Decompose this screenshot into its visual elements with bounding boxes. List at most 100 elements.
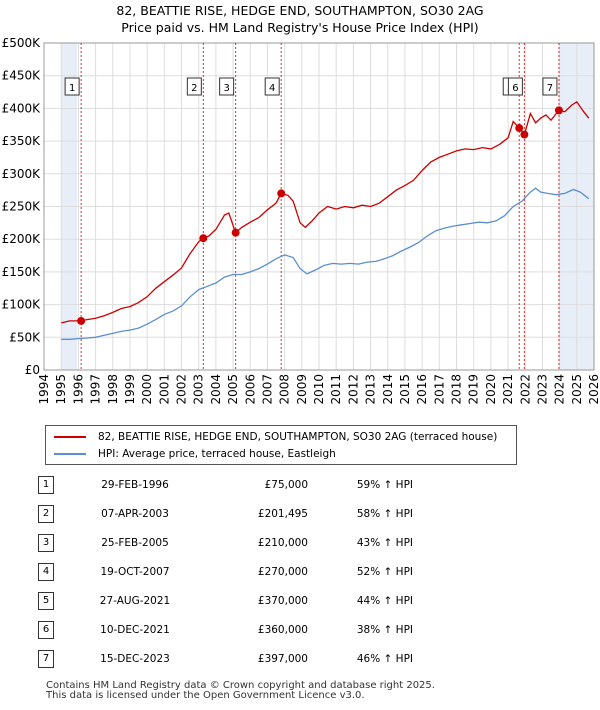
sale-price-cell: £75,000 — [190, 470, 308, 499]
x-tick-label: 2023 — [535, 374, 549, 405]
x-tick-label: 2013 — [364, 374, 378, 405]
table-row: 7 15-DEC-2023 £397,000 46% ↑ HPI — [38, 644, 413, 673]
sale-date: 07-APR-2003 — [101, 507, 169, 520]
x-tick-label: 2010 — [312, 374, 326, 405]
sale-price-cell: £370,000 — [190, 586, 308, 615]
x-tick-label: 2017 — [432, 374, 446, 405]
sale-price-cell: £360,000 — [190, 615, 308, 644]
hpi-change: 52% ↑ HPI — [356, 565, 413, 578]
sale-label-box-2 — [186, 77, 202, 96]
legend-swatch-property — [54, 436, 86, 438]
sale-label-box-1 — [64, 77, 80, 96]
sale-label-4: 4 — [269, 83, 275, 94]
hpi-change-cell: 43% ↑ HPI — [308, 528, 413, 557]
hpi-change-cell: 52% ↑ HPI — [308, 557, 413, 586]
x-tick-label: 1995 — [54, 374, 68, 405]
y-tick-label: £300K — [2, 167, 42, 181]
footer: Contains HM Land Registry data © Crown c… — [46, 681, 435, 701]
x-tick-label: 2022 — [518, 374, 532, 405]
row-number-badge: 4 — [38, 562, 54, 581]
sale-label-box-4 — [264, 77, 280, 96]
x-tick-label: 2018 — [450, 374, 464, 405]
x-tick-label: 2024 — [553, 374, 567, 405]
row-number-badge: 6 — [38, 620, 54, 639]
row-number-badge: 1 — [38, 475, 54, 494]
y-tick-label: £450K — [2, 69, 42, 83]
sale-point-4 — [277, 189, 286, 198]
sale-date-cell: 07-APR-2003 — [80, 499, 190, 528]
hpi-change-cell: 58% ↑ HPI — [308, 499, 413, 528]
sale-point-6 — [520, 130, 529, 139]
y-tick-label: £0 — [25, 363, 40, 377]
chart-title-line2: Price paid vs. HM Land Registry's House … — [121, 20, 479, 35]
sale-price-cell: £201,495 — [190, 499, 308, 528]
sale-point-5 — [515, 124, 524, 133]
table-row: 2 07-APR-2003 £201,495 58% ↑ HPI — [38, 499, 413, 528]
row-number-badge-cell: 2 — [38, 499, 80, 528]
table-row: 4 19-OCT-2007 £270,000 52% ↑ HPI — [38, 557, 413, 586]
x-tick-label: 2000 — [140, 374, 154, 405]
sale-label-box-6 — [507, 77, 523, 96]
sales-table: 1 29-FEB-1996 £75,000 59% ↑ HPI 2 07-APR-2003… — [38, 470, 413, 673]
hpi-change: 46% ↑ HPI — [356, 652, 413, 665]
plot-border — [43, 42, 595, 371]
row-number-badge-cell: 7 — [38, 644, 80, 673]
sale-price-cell: £397,000 — [190, 644, 308, 673]
x-tick-label: 2006 — [243, 374, 257, 405]
hpi-change: 58% ↑ HPI — [356, 507, 413, 520]
sale-date-cell: 15-DEC-2023 — [80, 644, 190, 673]
price-chart: £0 £50K £100K £150K £200K £250K £300K £350K £400… — [2, 36, 600, 405]
x-tick-label: 2016 — [415, 374, 429, 405]
x-tick-label: 2021 — [501, 374, 515, 405]
x-tick-label: 2002 — [175, 374, 189, 405]
row-number-badge-cell: 5 — [38, 586, 80, 615]
sale-date-cell: 27-AUG-2021 — [80, 586, 190, 615]
sale-label-1: 1 — [69, 83, 75, 94]
x-tick-label: 2008 — [278, 374, 292, 405]
x-tick-label: 2011 — [329, 374, 343, 405]
sale-date: 10-DEC-2021 — [100, 623, 170, 636]
row-number-badge-cell: 4 — [38, 557, 80, 586]
x-tick-label: 2025 — [570, 374, 584, 405]
sale-price: £201,495 — [257, 507, 308, 520]
footer-line2: This data is licensed under the Open Gov… — [46, 690, 365, 701]
sale-date: 25-FEB-2005 — [101, 536, 169, 549]
y-tick-label: £200K — [2, 232, 42, 246]
x-tick-label: 2001 — [157, 374, 171, 405]
x-tick-label: 1999 — [123, 374, 137, 405]
sale-price-cell: £210,000 — [190, 528, 308, 557]
x-tick-label: 2019 — [467, 374, 481, 405]
sale-price: £360,000 — [257, 623, 308, 636]
legend-item-property: 82, BEATTIE RISE, HEDGE END, SOUTHAMPTON… — [54, 429, 497, 445]
y-tick-label: £500K — [2, 36, 42, 50]
table-row: 1 29-FEB-1996 £75,000 59% ↑ HPI — [38, 470, 413, 499]
y-tick-label: £150K — [2, 265, 42, 279]
y-tick-label: £50K — [9, 330, 41, 344]
x-tick-label: 2020 — [484, 374, 498, 405]
legend-label-property: 82, BEATTIE RISE, HEDGE END, SOUTHAMPTON… — [98, 431, 498, 443]
row-number-badge-cell: 3 — [38, 528, 80, 557]
hpi-line — [61, 187, 590, 340]
sale-price: £210,000 — [257, 536, 308, 549]
chart-title-line1: 82, BEATTIE RISE, HEDGE END, SOUTHAMPTON… — [116, 3, 484, 18]
sale-date: 27-AUG-2021 — [99, 594, 171, 607]
sale-price: £75,000 — [264, 478, 308, 491]
hpi-change: 43% ↑ HPI — [356, 536, 413, 549]
hpi-change-cell: 46% ↑ HPI — [308, 644, 413, 673]
footer-line1: Contains HM Land Registry data © Crown c… — [46, 680, 435, 691]
y-tick-label: £100K — [2, 298, 42, 312]
sale-date-cell: 29-FEB-1996 — [80, 470, 190, 499]
table-row: 3 25-FEB-2005 £210,000 43% ↑ HPI — [38, 528, 413, 557]
x-tick-label: 2004 — [209, 374, 223, 405]
x-tick-label: 2003 — [192, 374, 206, 405]
sale-date-cell: 25-FEB-2005 — [80, 528, 190, 557]
sale-point-2 — [199, 234, 208, 243]
x-tick-label: 2014 — [381, 374, 395, 405]
row-number-badge-cell: 1 — [38, 470, 80, 499]
sale-label-2: 2 — [191, 83, 197, 94]
sale-label-7: 7 — [547, 83, 553, 94]
row-number-badge: 7 — [38, 649, 54, 668]
sale-price: £397,000 — [257, 652, 308, 665]
x-tick-label: 2026 — [587, 374, 600, 405]
row-number-badge-cell: 6 — [38, 615, 80, 644]
